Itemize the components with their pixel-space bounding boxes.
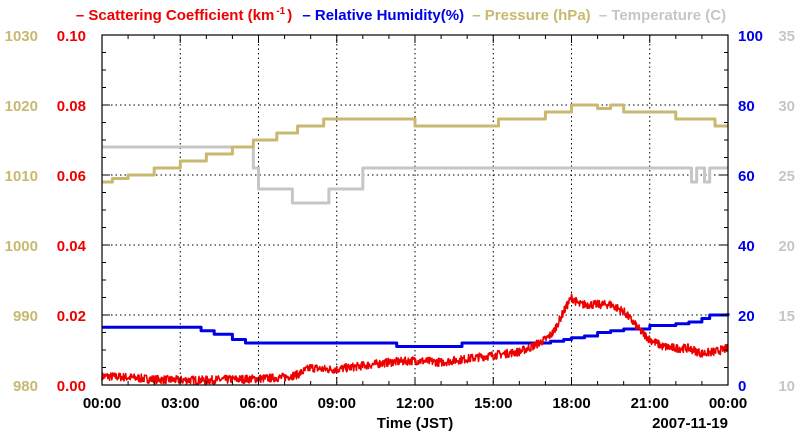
- date-label: 2007-11-19: [652, 415, 728, 432]
- humidity-tick-label: 80: [738, 98, 755, 115]
- scattering-tick-label: 0.08: [57, 98, 86, 115]
- temperature-tick-label: 10: [778, 378, 795, 395]
- x-tick-label: 00:00: [83, 395, 121, 412]
- legend-humidity: – Relative Humidity(%): [302, 7, 465, 24]
- pressure-tick-label: 1000: [5, 238, 38, 255]
- x-tick-label: 03:00: [161, 395, 199, 412]
- x-tick-label: 18:00: [552, 395, 590, 412]
- temperature-tick-label: 15: [778, 308, 795, 325]
- legend-temperature: – Temperature (C): [598, 7, 727, 24]
- pressure-tick-label: 1010: [5, 168, 38, 185]
- pressure-tick-label: 990: [13, 308, 38, 325]
- series-layer: [101, 103, 730, 385]
- humidity-tick-label: 60: [738, 168, 755, 185]
- series-scattering: [101, 293, 729, 385]
- x-tick-label: 21:00: [631, 395, 669, 412]
- humidity-tick-label: 20: [738, 308, 755, 325]
- scattering-tick-label: 0.06: [57, 168, 86, 185]
- scattering-tick-label: 0.02: [57, 308, 86, 325]
- legend: – Scattering Coefficient (km -1) – Relati…: [0, 6, 800, 24]
- humidity-tick-label: 40: [738, 238, 755, 255]
- series-temperature: [102, 145, 728, 205]
- temperature-tick-label: 20: [778, 238, 795, 255]
- pressure-tick-label: 1020: [5, 98, 38, 115]
- axes-layer: 00:00 03:00 06:00 09:00 12:00 15:00 18:00 21:00…: [5, 28, 795, 412]
- humidity-tick-label: 100: [738, 28, 763, 45]
- legend-pressure: – Pressure (hPa): [472, 7, 591, 24]
- scattering-tick-label: 0.00: [57, 378, 86, 395]
- x-axis-title: Time (JST): [377, 415, 453, 432]
- scattering-tick-label: 0.10: [57, 28, 86, 45]
- series-humidity: [102, 313, 730, 348]
- series-pressure: [102, 103, 728, 184]
- pressure-tick-label: 1030: [5, 28, 38, 45]
- pressure-tick-label: 980: [13, 378, 38, 395]
- humidity-tick-label: 0: [738, 378, 746, 395]
- legend-scattering: – Scattering Coefficient (km -1): [75, 6, 293, 24]
- x-tick-label: 00:00: [709, 395, 747, 412]
- scattering-tick-label: 0.04: [57, 238, 87, 255]
- temperature-tick-label: 35: [778, 28, 795, 45]
- x-tick-label: 09:00: [318, 395, 356, 412]
- x-tick-label: 06:00: [239, 395, 277, 412]
- temperature-tick-label: 30: [778, 98, 795, 115]
- x-tick-label: 12:00: [396, 395, 434, 412]
- temperature-tick-label: 25: [778, 168, 795, 185]
- grid: [102, 35, 728, 385]
- x-tick-label: 15:00: [474, 395, 512, 412]
